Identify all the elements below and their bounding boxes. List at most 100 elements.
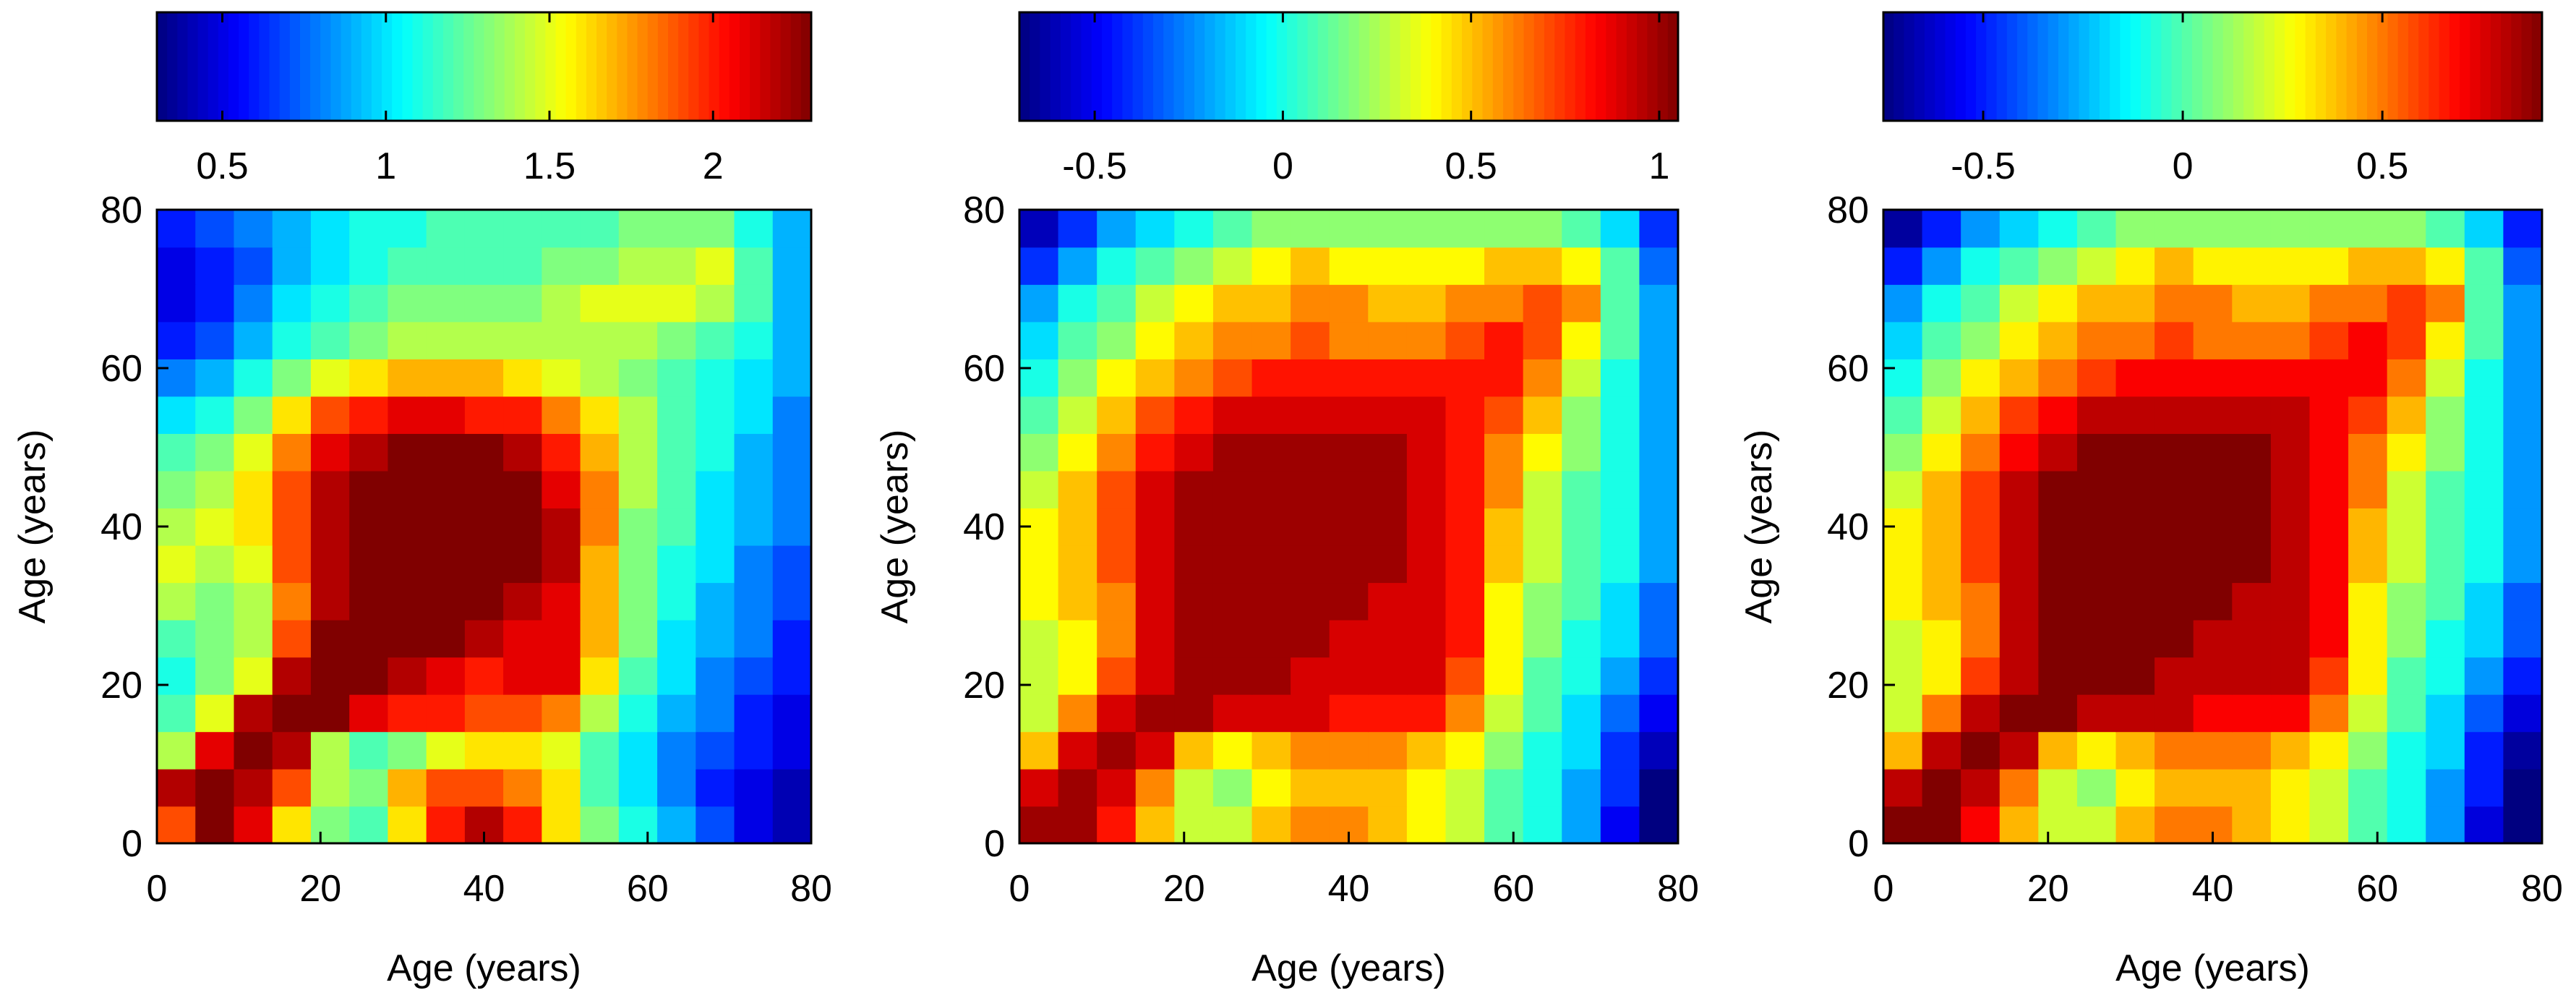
heatmap-cell — [1562, 470, 1601, 509]
colorbar-segment — [2037, 12, 2049, 121]
colorbar-segment — [1565, 12, 1576, 121]
y-tick-label: 60 — [1827, 348, 1869, 390]
heatmap-cell — [542, 433, 581, 472]
colorbar-segment — [1492, 12, 1504, 121]
heatmap-cell — [157, 284, 197, 323]
heatmap-cell — [1135, 806, 1176, 844]
heatmap-cell — [2426, 210, 2465, 248]
heatmap-cell — [2038, 582, 2078, 621]
heatmap-cell — [1019, 210, 1059, 248]
heatmap-cell — [1329, 694, 1369, 733]
colorbar-segment — [780, 12, 792, 121]
heatmap-cell — [503, 619, 543, 658]
heatmap-cell — [1135, 508, 1176, 546]
heatmap-cell — [1406, 619, 1447, 658]
heatmap-cell — [1291, 321, 1330, 359]
heatmap-cell — [388, 470, 427, 509]
heatmap-cell — [272, 694, 312, 733]
heatmap-cell — [1961, 657, 2001, 695]
heatmap-cell — [1058, 657, 1097, 695]
heatmap-cell — [618, 210, 658, 248]
heatmap-cell — [1174, 210, 1214, 248]
heatmap-cell — [234, 806, 273, 844]
heatmap-cell — [1291, 768, 1330, 807]
heatmap-cell — [310, 470, 350, 509]
colorbar-segment — [463, 12, 475, 121]
heatmap-cell — [310, 582, 350, 621]
heatmap-cell — [157, 545, 197, 584]
colorbar-segment — [525, 12, 536, 121]
heatmap-cell — [2348, 396, 2388, 434]
heatmap-cell — [1058, 731, 1097, 770]
colorbar-segment — [2439, 12, 2450, 121]
heatmap-cell — [1058, 806, 1097, 844]
heatmap-cell — [1999, 247, 2040, 285]
heatmap-cell — [618, 433, 658, 472]
heatmap-cell — [1368, 582, 1408, 621]
heatmap-cell — [2464, 731, 2504, 770]
colorbar-segment — [1173, 12, 1185, 121]
heatmap-cell — [657, 545, 697, 584]
y-tick-label: 0 — [984, 823, 1005, 865]
heatmap-cell — [2387, 470, 2427, 509]
heatmap-cell — [618, 582, 658, 621]
heatmap-cell — [234, 545, 273, 584]
heatmap-cell — [2348, 806, 2388, 844]
heatmap-cell — [1097, 508, 1137, 546]
heatmap-cell — [1368, 768, 1408, 807]
heatmap-cell — [696, 396, 735, 434]
heatmap-cell — [426, 508, 466, 546]
heatmap-cell — [2232, 247, 2272, 285]
heatmap-cell — [618, 657, 658, 695]
heatmap-cell — [580, 694, 620, 733]
colorbar-segment — [2017, 12, 2029, 121]
heatmap-cell — [580, 768, 620, 807]
heatmap-cell — [1212, 210, 1253, 248]
colorbar-segment — [1153, 12, 1165, 121]
heatmap-cell — [2426, 545, 2465, 584]
heatmap-cell — [234, 619, 273, 658]
heatmap-cell — [310, 284, 350, 323]
heatmap-cell — [2464, 359, 2504, 397]
heatmap-cell — [772, 619, 812, 658]
heatmap-cell — [349, 657, 389, 695]
heatmap-cell — [772, 210, 812, 248]
heatmap-cell — [1212, 768, 1253, 807]
heatmap-cell — [1368, 321, 1408, 359]
colorbar-segment — [228, 12, 239, 121]
panel-3: -0.5 0 0.5 0 20 40 60 80 0 20 40 60 80 Age (years) Age… — [1738, 11, 2563, 989]
heatmap-cell — [2503, 619, 2543, 658]
heatmap-cell — [772, 433, 812, 472]
heatmap-cell — [1329, 433, 1369, 472]
heatmap-cell — [310, 694, 350, 733]
heatmap-cell — [1445, 694, 1485, 733]
heatmap-cell — [1445, 247, 1485, 285]
heatmap-cell — [1562, 321, 1601, 359]
heatmap-cell — [2076, 582, 2117, 621]
heatmap-cell — [1639, 247, 1679, 285]
heatmap-cell — [2464, 545, 2504, 584]
heatmap-cell — [618, 694, 658, 733]
heatmap-cell — [2232, 768, 2272, 807]
y-tick-label: 40 — [963, 506, 1005, 548]
heatmap-cell — [2232, 470, 2272, 509]
heatmap-cell — [2115, 731, 2155, 770]
heatmap-cell — [2193, 545, 2233, 584]
heatmap-cell — [2154, 508, 2194, 546]
heatmap-cell — [2464, 470, 2504, 509]
heatmap-cell — [1523, 806, 1563, 844]
colorbar-segment — [207, 12, 219, 121]
x-tick-label: 0 — [1009, 868, 1030, 910]
heatmap-cell — [1999, 321, 2040, 359]
y-tick-label: 80 — [1827, 189, 1869, 231]
x-tick-label: 60 — [1492, 868, 1534, 910]
heatmap-cell — [2387, 545, 2427, 584]
heatmap-cell — [657, 321, 697, 359]
colorbar-segment — [1451, 12, 1463, 121]
heatmap-cell — [1291, 694, 1330, 733]
heatmap-cell — [1291, 470, 1330, 509]
heatmap-cell — [2309, 284, 2349, 323]
heatmap-cell — [1445, 210, 1485, 248]
heatmap-cell — [657, 247, 697, 285]
heatmap-cell — [1562, 545, 1601, 584]
